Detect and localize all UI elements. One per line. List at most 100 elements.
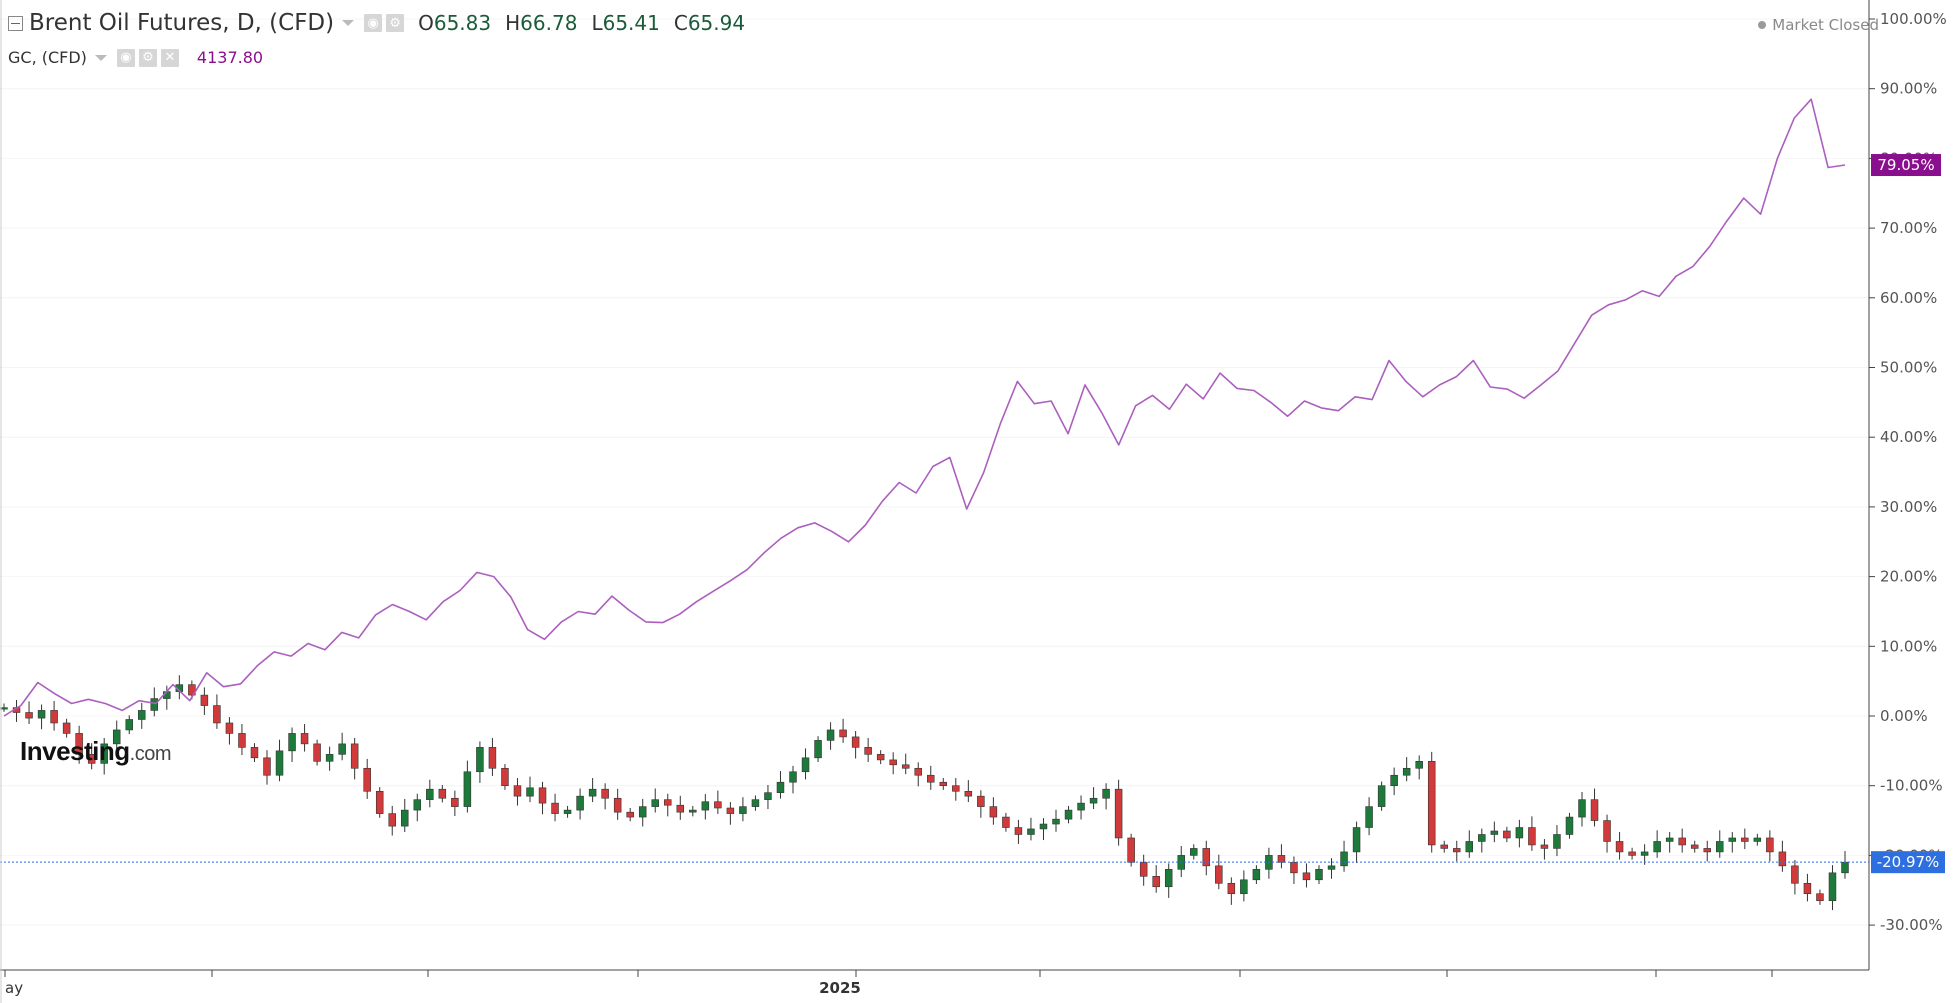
- gear-icon[interactable]: ⚙: [138, 48, 157, 67]
- x-axis[interactable]: ay 2025: [4, 970, 1773, 997]
- candle-body: [751, 799, 760, 807]
- candle-body: [1703, 848, 1711, 853]
- brent-candle: [313, 739, 321, 766]
- brent-candle: [1114, 779, 1123, 846]
- brent-candle: [513, 778, 522, 806]
- brent-candle: [1039, 818, 1048, 841]
- candle-body: [1515, 827, 1524, 839]
- brent-candle: [451, 790, 459, 817]
- brent-candle: [0, 703, 8, 712]
- brent-candle: [401, 798, 409, 833]
- brent-candle: [1415, 755, 1423, 780]
- low-key: L: [591, 11, 603, 35]
- brent-candle: [751, 795, 760, 811]
- brent-candle: [1152, 865, 1160, 893]
- close-icon[interactable]: ✕: [160, 48, 179, 67]
- chevron-down-icon[interactable]: [342, 20, 355, 26]
- brent-candle: [1791, 859, 1799, 895]
- candle-body: [513, 785, 522, 797]
- candle-body: [789, 771, 797, 783]
- candle-body: [1678, 837, 1686, 846]
- candle-body: [814, 740, 822, 759]
- brent-candle: [876, 750, 885, 765]
- candle-body: [62, 722, 71, 734]
- brent-candle: [213, 694, 221, 729]
- brent-candle: [1703, 840, 1711, 862]
- brent-candle: [701, 794, 710, 820]
- candle-body: [388, 813, 396, 827]
- brent-candle: [563, 805, 572, 818]
- candle-body: [1014, 827, 1023, 835]
- brent-candle: [275, 739, 284, 782]
- brent-candle: [1578, 791, 1586, 827]
- candle-body: [1152, 876, 1160, 888]
- candle-body: [851, 736, 860, 748]
- brent-candle: [964, 780, 973, 803]
- brent-candle: [25, 701, 33, 725]
- brent-candle: [175, 675, 184, 700]
- brent-candle: [914, 762, 922, 787]
- ohlc-values: O65.83 H66.78 L65.41 C65.94: [418, 11, 745, 35]
- brent-candle: [1590, 788, 1599, 827]
- eye-icon[interactable]: ◉: [116, 48, 135, 67]
- compare-symbol-title[interactable]: GC, (CFD): [8, 48, 87, 67]
- brent-candle: [463, 760, 472, 813]
- candle-body: [1728, 837, 1737, 842]
- candle-body: [1327, 865, 1336, 870]
- candle-body: [1139, 862, 1148, 877]
- brent-candle: [1515, 819, 1524, 848]
- y-tick-label: 70.00%: [1880, 219, 1937, 237]
- candle-body: [1503, 830, 1511, 839]
- gear-icon[interactable]: ⚙: [386, 14, 405, 32]
- candle-body: [363, 767, 371, 792]
- main-symbol-title[interactable]: Brent Oil Futures, D, (CFD): [29, 10, 335, 36]
- y-tick-label: 60.00%: [1880, 289, 1937, 307]
- brent-candle: [1215, 854, 1223, 890]
- brent-candle: [651, 788, 659, 813]
- candle-body: [313, 743, 321, 762]
- candle-body: [526, 787, 534, 797]
- candle-body: [1741, 837, 1749, 842]
- brent-candle: [726, 802, 735, 825]
- candle-body: [1340, 851, 1348, 867]
- brent-candle: [1427, 751, 1436, 853]
- candle-body: [25, 712, 33, 719]
- brent-candle: [138, 702, 146, 729]
- candle-body: [776, 781, 785, 793]
- x-tick-label: 2025: [819, 979, 861, 997]
- y-axis[interactable]: 100.00%90.00%80.00%70.00%60.00%50.00%40.…: [1869, 10, 1947, 934]
- collapse-icon[interactable]: [8, 15, 23, 31]
- eye-icon[interactable]: ◉: [364, 14, 383, 32]
- candle-body: [50, 710, 58, 724]
- brent-candle: [1302, 863, 1311, 888]
- candle-body: [1089, 797, 1098, 804]
- brent-candle: [1828, 865, 1837, 911]
- brent-candle: [1365, 797, 1373, 836]
- high-value: 66.78: [520, 11, 578, 35]
- candle-body: [1553, 834, 1561, 849]
- candle-body: [188, 684, 196, 696]
- brent-candle: [350, 737, 359, 780]
- brent-candle: [1478, 828, 1486, 853]
- candle-body: [1127, 837, 1135, 863]
- candle-body: [325, 754, 334, 762]
- brent-candle: [789, 765, 797, 794]
- candle-body: [288, 733, 296, 752]
- candle-body: [952, 785, 960, 792]
- candle-body: [939, 781, 948, 787]
- brent-candle: [1503, 826, 1511, 843]
- brent-candles: [0, 675, 1849, 911]
- main-series-legend: Brent Oil Futures, D, (CFD) ◉ ⚙ O65.83 H…: [8, 10, 745, 36]
- candle-body: [1052, 818, 1060, 825]
- high-key: H: [505, 11, 521, 35]
- candle-body: [1778, 851, 1787, 867]
- candle-body: [1302, 872, 1311, 881]
- brent-candle: [1002, 812, 1010, 832]
- brent-candle: [1340, 840, 1348, 872]
- brent-candle: [1277, 844, 1286, 869]
- chevron-down-icon[interactable]: [94, 54, 107, 61]
- candle-body: [1590, 799, 1599, 821]
- brent-candle: [1640, 844, 1649, 865]
- brent-candle: [375, 787, 384, 818]
